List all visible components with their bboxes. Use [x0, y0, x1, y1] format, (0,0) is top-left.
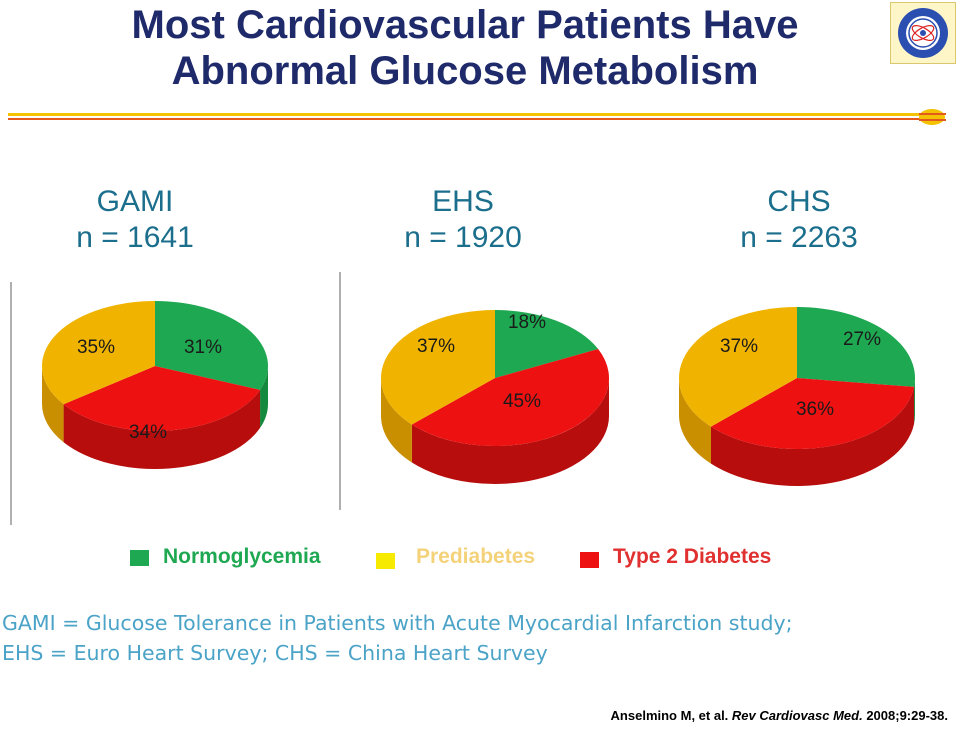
- pie-side-prediabetes: [679, 378, 711, 464]
- citation-journal: Rev Cardiovasc Med.: [731, 708, 863, 723]
- legend-swatch-normoglycemia: [130, 550, 149, 566]
- pie-ehs: 18% 37% 45%: [381, 310, 609, 485]
- pie-slice-type2: [710, 378, 915, 449]
- study-n: n = 1641: [76, 221, 194, 254]
- pie-side-prediabetes: [42, 366, 64, 443]
- title-line-1: Most Cardiovascular Patients Have: [131, 3, 799, 47]
- pie-chs: 27% 37% 36%: [679, 307, 915, 486]
- legend-label-type2: Type 2 Diabetes: [613, 545, 772, 568]
- pie-label-type2: 34%: [129, 422, 167, 443]
- study-heading-gami: GAMI n = 1641: [15, 184, 255, 256]
- study-n: n = 1920: [404, 221, 522, 254]
- pie-slice-normoglycemia: [155, 301, 268, 390]
- pie-label-normoglycemia: 18%: [508, 312, 546, 333]
- study-heading-chs: CHS n = 2263: [679, 184, 919, 256]
- pie-side-type2: [710, 386, 915, 486]
- study-heading-ehs: EHS n = 1920: [343, 184, 583, 256]
- title-divider: [8, 113, 923, 122]
- legend-label-prediabetes: Prediabetes: [416, 545, 536, 568]
- title-line-2: Abnormal Glucose Metabolism: [171, 49, 759, 93]
- footnote-line-1: GAMI = Glucose Tolerance in Patients wit…: [2, 611, 793, 635]
- pie-label-normoglycemia: 27%: [843, 329, 881, 350]
- legend-swatch-prediabetes: [376, 553, 395, 569]
- pie-slice-type2: [63, 366, 261, 431]
- pie-slice-prediabetes: [381, 310, 495, 425]
- study-name: EHS: [432, 185, 494, 218]
- pie-label-prediabetes: 37%: [720, 336, 758, 357]
- study-name: GAMI: [96, 185, 174, 218]
- pie-side-prediabetes: [381, 378, 412, 463]
- pie-side-type2: [63, 389, 261, 469]
- citation-authors: Anselmino M, et al.: [610, 708, 729, 723]
- pie-side-type2: [411, 378, 609, 485]
- citation: Anselmino M, et al. Rev Cardiovasc Med. …: [611, 708, 948, 723]
- pie-slice-prediabetes: [42, 301, 155, 405]
- legend-swatch-type2: [580, 552, 599, 568]
- pie-slice-type2: [411, 349, 609, 446]
- study-name: CHS: [767, 185, 831, 218]
- divider-ornament-icon: [919, 109, 946, 125]
- pie-label-normoglycemia: 31%: [184, 337, 222, 358]
- pie-charts: 31% 35% 34% 18% 37% 45% 27% 37% 36%: [10, 272, 915, 525]
- legend-label-normoglycemia: Normoglycemia: [163, 545, 321, 568]
- abbreviations-footnote: GAMI = Glucose Tolerance in Patients wit…: [2, 608, 942, 668]
- pie-slice-normoglycemia: [797, 307, 915, 387]
- study-n: n = 2263: [740, 221, 858, 254]
- pie-side-normoglycemia: [260, 366, 268, 428]
- pie-slice-prediabetes: [679, 307, 797, 427]
- citation-details: 2008;9:29-38.: [866, 708, 948, 723]
- pie-side-normoglycemia: [914, 378, 915, 424]
- pie-label-type2: 36%: [796, 399, 834, 420]
- pie-label-prediabetes: 35%: [77, 337, 115, 358]
- pie-label-prediabetes: 37%: [417, 336, 455, 357]
- pie-slice-normoglycemia: [495, 310, 599, 378]
- institution-logo: [890, 2, 956, 64]
- footnote-line-2: EHS = Euro Heart Survey; CHS = China Hea…: [2, 641, 548, 665]
- slide-title: Most Cardiovascular Patients Have Abnorm…: [40, 2, 890, 94]
- pie-gami: 31% 35% 34%: [42, 301, 268, 469]
- pie-label-type2: 45%: [503, 391, 541, 412]
